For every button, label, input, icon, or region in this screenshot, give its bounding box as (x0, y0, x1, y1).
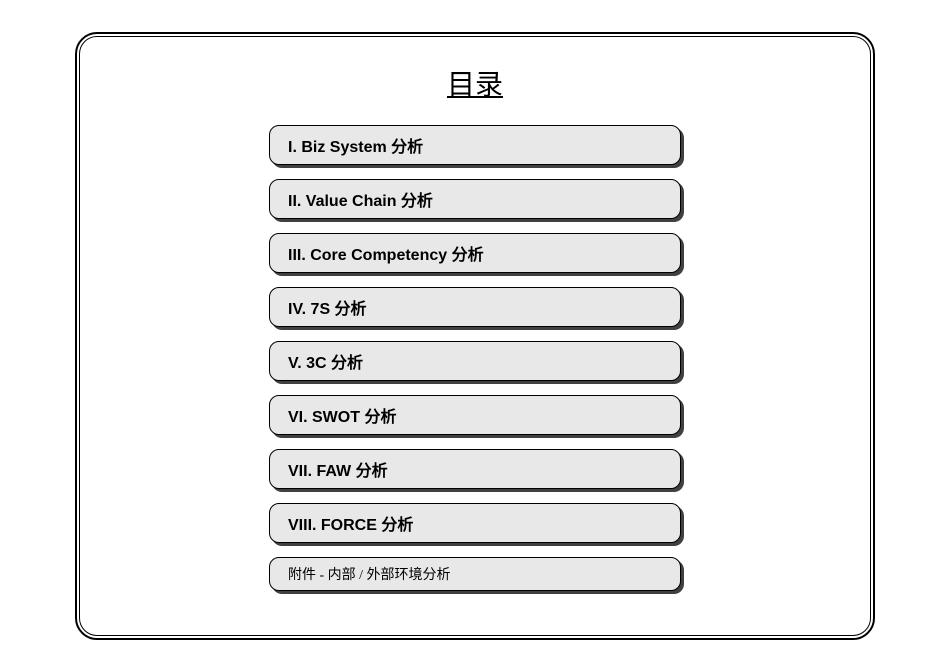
toc-item[interactable]: III. Core Competency 分析 (269, 233, 681, 273)
frame-inner: 目录 I. Biz System 分析 II. Value Chain 分析 I… (79, 36, 871, 636)
toc-items: I. Biz System 分析 II. Value Chain 分析 III.… (269, 125, 681, 591)
toc-item-appendix[interactable]: 附件 - 内部 / 外部环境分析 (269, 557, 681, 591)
toc-item[interactable]: I. Biz System 分析 (269, 125, 681, 165)
toc-item[interactable]: IV. 7S 分析 (269, 287, 681, 327)
toc-item[interactable]: VIII. FORCE 分析 (269, 503, 681, 543)
page-title: 目录 (447, 63, 503, 103)
toc-item[interactable]: VII. FAW 分析 (269, 449, 681, 489)
frame-outer: 目录 I. Biz System 分析 II. Value Chain 分析 I… (75, 32, 875, 640)
toc-item[interactable]: V. 3C 分析 (269, 341, 681, 381)
toc-item[interactable]: II. Value Chain 分析 (269, 179, 681, 219)
toc-item[interactable]: VI. SWOT 分析 (269, 395, 681, 435)
